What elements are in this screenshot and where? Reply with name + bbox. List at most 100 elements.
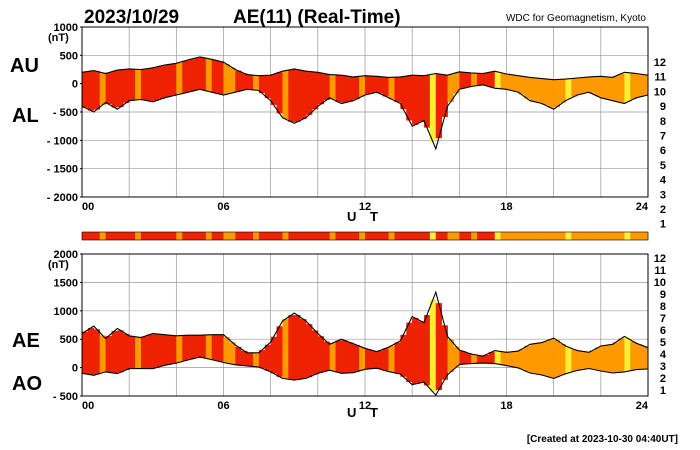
activity-fill-band	[465, 72, 472, 88]
activity-bar-segment	[541, 232, 549, 240]
activity-bar-segment	[471, 232, 478, 240]
activity-bar-segment	[164, 232, 171, 240]
activity-fill-band	[636, 73, 643, 98]
x-tick-label: 06	[217, 201, 229, 213]
activity-fill-band	[329, 74, 336, 100]
activity-fill-band	[471, 73, 478, 87]
activity-fill-band	[429, 74, 437, 142]
activity-bar-segment	[400, 232, 407, 240]
activity-bar-segment	[589, 232, 596, 240]
activity-bar-segment	[518, 232, 525, 240]
activity-bar-segment	[182, 232, 189, 240]
activity-fill-band	[311, 330, 319, 375]
activity-fill-band	[530, 343, 537, 374]
activity-fill-band	[589, 76, 596, 94]
activity-fill-band	[288, 69, 295, 122]
activity-fill-band	[229, 67, 236, 93]
activity-bar-segment	[488, 232, 496, 240]
activity-fill-band	[459, 72, 466, 89]
activity-fill-band	[117, 69, 124, 108]
kp-scale-label: 10	[654, 86, 666, 98]
activity-bar-segment	[329, 232, 336, 240]
activity-fill-band	[99, 72, 106, 105]
activity-fill-band	[146, 334, 154, 369]
activity-fill-band	[176, 62, 183, 95]
activity-fill-band	[606, 344, 614, 373]
activity-fill-band	[229, 342, 236, 365]
activity-fill-band	[512, 75, 519, 92]
activity-fill-band	[447, 339, 454, 373]
activity-bar-segment	[300, 232, 307, 240]
activity-fill-band	[589, 350, 596, 370]
kp-scale-label: 1	[660, 219, 666, 231]
ae-series-line	[81, 290, 649, 357]
activity-fill-band	[435, 303, 443, 391]
activity-bar-segment	[423, 232, 431, 240]
activity-fill-band	[559, 344, 566, 375]
activity-fill-band	[111, 330, 118, 374]
activity-fill-band	[170, 335, 177, 364]
activity-bar-segment	[99, 232, 106, 240]
activity-fill-band	[553, 340, 560, 378]
activity-bar-segment	[117, 232, 124, 240]
activity-fill-band	[241, 350, 248, 366]
activity-fill-band	[135, 337, 142, 369]
activity-bar-segment	[571, 232, 578, 240]
kp-scale-label: 1	[660, 385, 666, 397]
activity-fill-band	[382, 77, 389, 97]
activity-fill-band	[276, 72, 283, 114]
activity-fill-band	[524, 346, 531, 372]
activity-bar-segment	[359, 232, 366, 240]
activity-fill-band	[87, 71, 95, 111]
activity-bar-segment	[306, 232, 313, 240]
activity-fill-band	[488, 71, 496, 88]
activity-fill-band	[105, 72, 112, 105]
activity-fill-band	[258, 75, 266, 94]
activity-fill-band	[583, 77, 590, 93]
activity-fill-band	[636, 344, 643, 370]
activity-fill-band	[624, 72, 631, 103]
activity-bar-segment	[82, 232, 89, 240]
y-tick-label: 500	[60, 50, 78, 62]
activity-bar-segment	[235, 232, 242, 240]
activity-fill-band	[146, 68, 154, 102]
x-tick-label: 12	[359, 201, 371, 213]
kp-scale-label: 6	[660, 325, 666, 337]
activity-fill-band	[441, 325, 448, 380]
activity-bar-segment	[612, 232, 619, 240]
activity-fill-band	[164, 334, 171, 365]
activity-fill-band	[494, 71, 502, 89]
activity-fill-band	[535, 78, 543, 103]
activity-bar-segment	[205, 232, 213, 240]
activity-color-bar	[81, 231, 649, 241]
activity-fill-band	[294, 315, 301, 380]
created-timestamp: [Created at 2023-10-30 04:40UT]	[527, 434, 678, 445]
activity-fill-band	[494, 350, 502, 365]
activity-fill-band	[194, 57, 201, 91]
activity-bar-segment	[594, 232, 602, 240]
activity-fill-band	[418, 75, 425, 122]
activity-fill-band	[129, 336, 136, 369]
activity-bar-segment	[188, 232, 195, 240]
activity-bar-segment	[465, 232, 472, 240]
activity-bar-segment	[435, 232, 443, 240]
al-series-line	[81, 84, 649, 151]
activity-fill-band	[93, 329, 101, 375]
activity-bar-segment	[294, 232, 301, 240]
activity-fill-band	[217, 61, 224, 95]
x-tick-label: 24	[636, 400, 649, 412]
kp-scale-label: 3	[660, 189, 666, 201]
activity-fill-band	[188, 59, 195, 92]
activity-fill-band	[553, 79, 560, 108]
activity-fill-band	[158, 334, 165, 367]
activity-bar-segment	[559, 232, 566, 240]
activity-bar-segment	[111, 232, 118, 240]
activity-fill-band	[524, 77, 531, 99]
y-tick-label: 500	[60, 334, 78, 346]
activity-fill-band	[477, 355, 484, 364]
y-tick-label: - 1000	[47, 135, 78, 147]
activity-fill-band	[642, 74, 649, 96]
activity-fill-band	[547, 339, 555, 378]
source-label: WDC for Geomagnetism, Kyoto	[506, 13, 646, 24]
activity-fill-band	[388, 77, 395, 100]
